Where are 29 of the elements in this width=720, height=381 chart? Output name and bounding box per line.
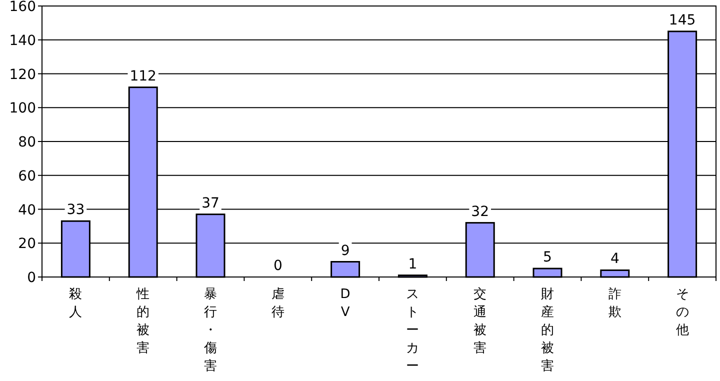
- y-tick-label: 140: [9, 32, 36, 49]
- x-tick-label: 財産的被害: [541, 287, 554, 374]
- data-label: 4: [610, 251, 620, 268]
- data-label: 37: [202, 195, 220, 212]
- x-tick-label: 暴行・傷害: [203, 287, 217, 374]
- x-tick-label: 性的被害: [136, 287, 150, 356]
- data-label: 145: [668, 12, 696, 28]
- data-label: 0: [273, 258, 282, 274]
- data-label: 112: [130, 68, 156, 84]
- data-label: 33: [66, 202, 85, 218]
- y-tick-label: 120: [9, 66, 36, 83]
- x-tick-label: 殺人: [69, 287, 82, 320]
- x-tick-label: DV: [340, 287, 350, 320]
- y-tick-label: 20: [18, 236, 36, 252]
- y-tick-label: 80: [18, 134, 36, 150]
- data-label: 32: [471, 204, 490, 220]
- y-tick-label: 160: [9, 0, 36, 15]
- data-label: 5: [543, 250, 552, 266]
- x-tick-label: 虐待: [271, 287, 284, 320]
- x-tick-label: 詐欺: [608, 287, 622, 320]
- y-tick-label: 40: [18, 202, 36, 218]
- y-tick-label: 100: [9, 100, 36, 117]
- data-label: 1: [408, 256, 418, 272]
- x-tick-label: 交通被害: [474, 286, 487, 356]
- x-tick-label: ストーカー: [406, 287, 420, 374]
- x-tick-label: その他: [676, 287, 689, 338]
- data-label: 9: [340, 242, 350, 259]
- y-tick-label: 60: [18, 168, 36, 184]
- y-tick-label: 0: [27, 270, 36, 286]
